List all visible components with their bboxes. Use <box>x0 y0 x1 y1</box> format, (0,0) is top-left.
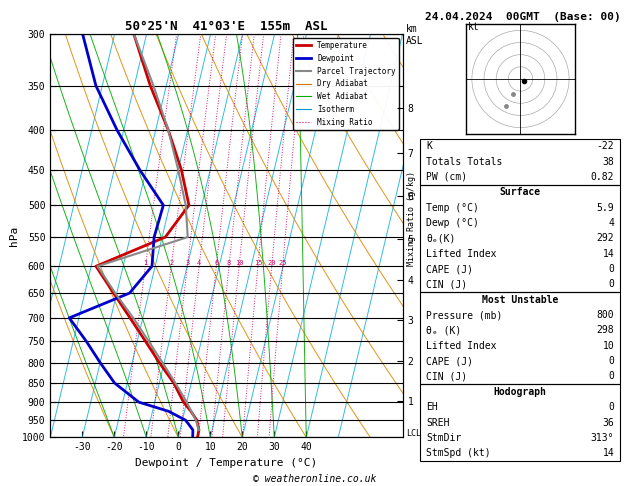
Text: K: K <box>426 141 432 151</box>
Text: Surface: Surface <box>499 187 541 197</box>
Text: CAPE (J): CAPE (J) <box>426 356 473 366</box>
Text: 5.9: 5.9 <box>596 203 614 212</box>
Text: 14: 14 <box>603 249 614 259</box>
Text: Mixing Ratio (g/kg): Mixing Ratio (g/kg) <box>408 171 416 266</box>
Text: 3: 3 <box>185 260 189 266</box>
Text: 2: 2 <box>169 260 174 266</box>
Text: 10: 10 <box>235 260 243 266</box>
Text: 800: 800 <box>596 310 614 320</box>
Text: Pressure (mb): Pressure (mb) <box>426 310 503 320</box>
Text: ASL: ASL <box>406 36 423 46</box>
Text: SREH: SREH <box>426 417 450 428</box>
Text: 0: 0 <box>608 264 614 274</box>
Bar <box>420 384 620 461</box>
Text: Hodograph: Hodograph <box>494 387 547 397</box>
Text: Lifted Index: Lifted Index <box>426 249 497 259</box>
Text: θₑ (K): θₑ (K) <box>426 326 462 335</box>
Text: StmDir: StmDir <box>426 433 462 443</box>
Text: 0: 0 <box>608 279 614 289</box>
X-axis label: Dewpoint / Temperature (°C): Dewpoint / Temperature (°C) <box>135 458 318 468</box>
Text: 0: 0 <box>608 356 614 366</box>
Text: EH: EH <box>426 402 438 412</box>
Text: kt: kt <box>468 22 480 33</box>
Text: Lifted Index: Lifted Index <box>426 341 497 351</box>
Text: 298: 298 <box>596 326 614 335</box>
Text: CIN (J): CIN (J) <box>426 279 467 289</box>
Y-axis label: hPa: hPa <box>9 226 19 246</box>
Text: StmSpd (kt): StmSpd (kt) <box>426 448 491 458</box>
Text: 20: 20 <box>267 260 276 266</box>
Text: 36: 36 <box>603 417 614 428</box>
Title: 50°25'N  41°03'E  155m  ASL: 50°25'N 41°03'E 155m ASL <box>125 20 328 33</box>
Text: 1: 1 <box>143 260 148 266</box>
Text: PW (cm): PW (cm) <box>426 172 467 182</box>
Text: 4: 4 <box>197 260 201 266</box>
Text: 6: 6 <box>214 260 218 266</box>
Text: LCL: LCL <box>406 429 421 438</box>
Text: Dewp (°C): Dewp (°C) <box>426 218 479 228</box>
Text: -22: -22 <box>596 141 614 151</box>
Bar <box>420 139 620 185</box>
Bar <box>420 185 620 292</box>
Text: © weatheronline.co.uk: © weatheronline.co.uk <box>253 473 376 484</box>
Text: 292: 292 <box>596 233 614 243</box>
Text: Temp (°C): Temp (°C) <box>426 203 479 212</box>
Text: CAPE (J): CAPE (J) <box>426 264 473 274</box>
Text: 38: 38 <box>603 156 614 167</box>
Text: Most Unstable: Most Unstable <box>482 295 559 305</box>
Text: 15: 15 <box>253 260 262 266</box>
Text: 4: 4 <box>608 218 614 228</box>
Text: 24.04.2024  00GMT  (Base: 00): 24.04.2024 00GMT (Base: 00) <box>425 12 620 22</box>
Text: km: km <box>406 24 418 34</box>
Text: 14: 14 <box>603 448 614 458</box>
Legend: Temperature, Dewpoint, Parcel Trajectory, Dry Adiabat, Wet Adiabat, Isotherm, Mi: Temperature, Dewpoint, Parcel Trajectory… <box>292 38 399 130</box>
Text: 0.82: 0.82 <box>591 172 614 182</box>
Bar <box>420 292 620 384</box>
Text: 0: 0 <box>608 402 614 412</box>
Text: 0: 0 <box>608 371 614 382</box>
Text: 25: 25 <box>279 260 287 266</box>
Text: 10: 10 <box>603 341 614 351</box>
Text: 313°: 313° <box>591 433 614 443</box>
Text: Totals Totals: Totals Totals <box>426 156 503 167</box>
Text: CIN (J): CIN (J) <box>426 371 467 382</box>
Text: θₑ(K): θₑ(K) <box>426 233 455 243</box>
Text: 8: 8 <box>227 260 231 266</box>
